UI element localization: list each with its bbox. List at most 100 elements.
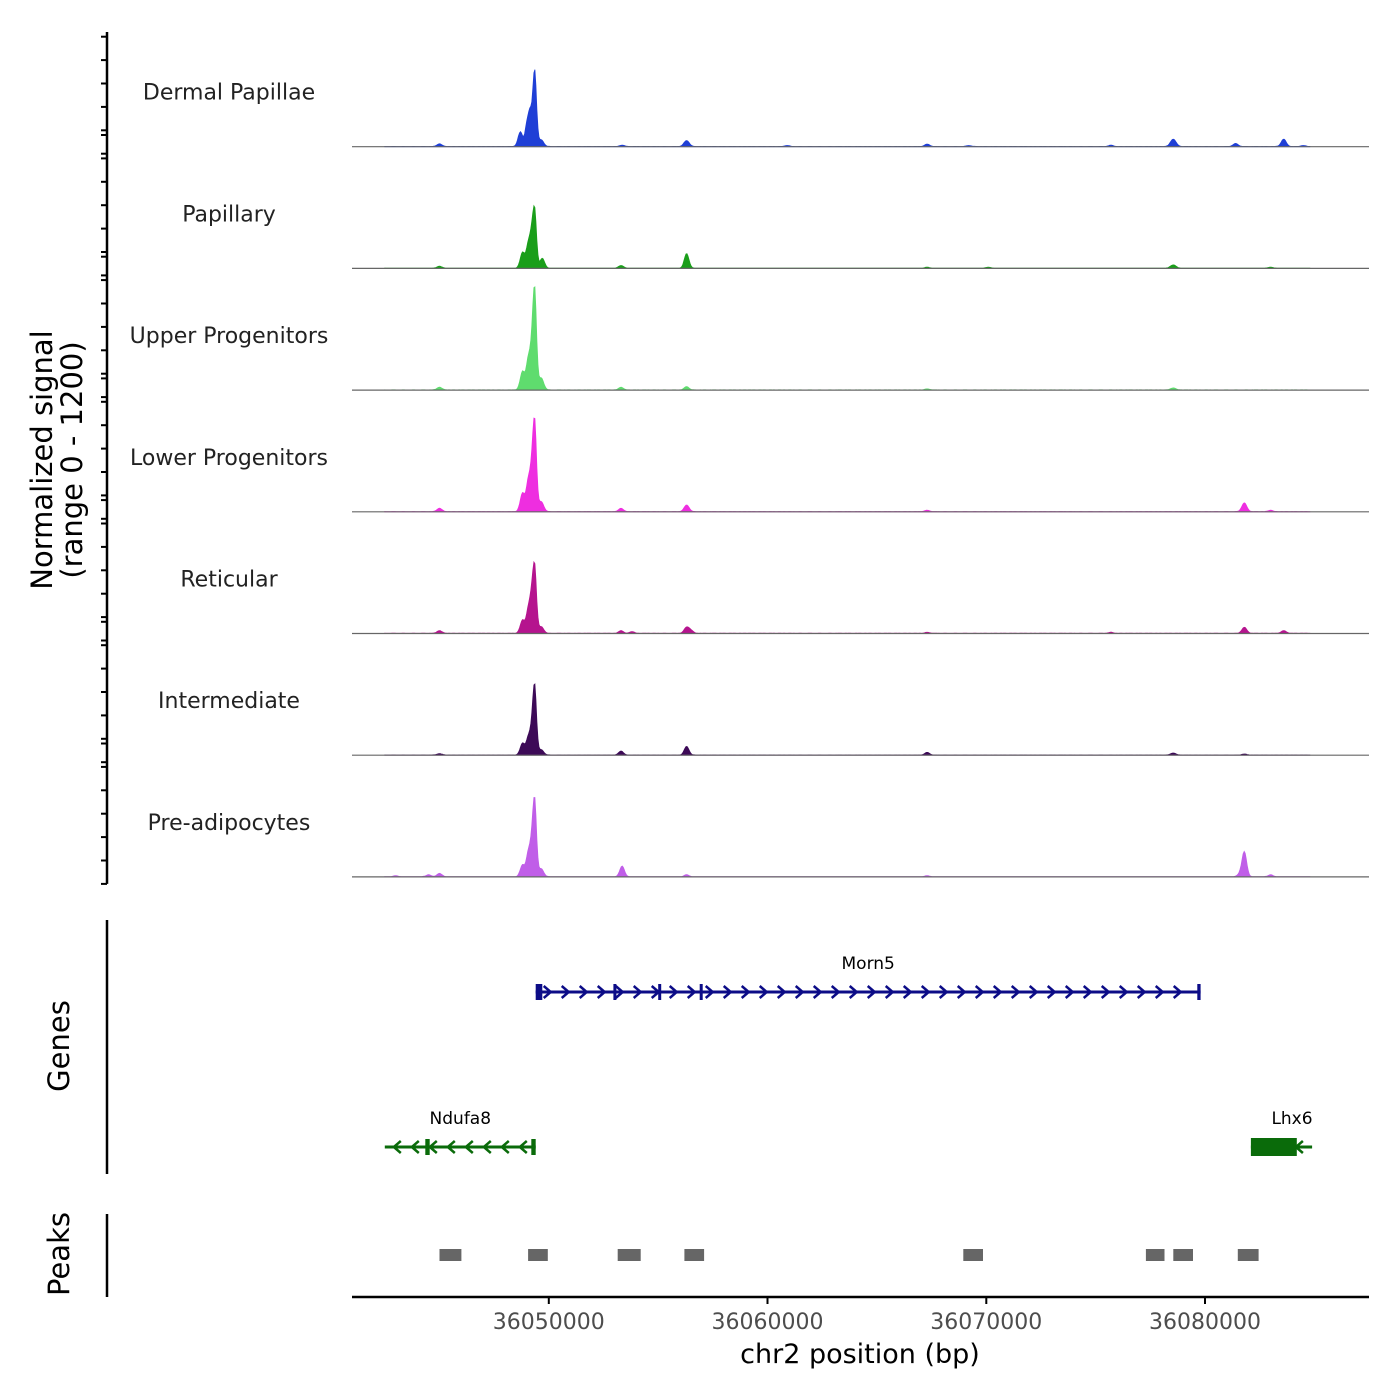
strand-arrow xyxy=(758,985,769,999)
strand-arrow xyxy=(1154,985,1165,999)
strand-arrow xyxy=(992,985,1003,999)
strand-arrow xyxy=(1010,985,1021,999)
strand-arrow xyxy=(866,985,877,999)
peak-region xyxy=(528,1249,548,1261)
strand-arrow xyxy=(560,985,571,999)
track-pre-adipocytes: Pre-adipocytes xyxy=(148,797,1369,878)
coverage-area xyxy=(384,69,1311,148)
x-tick-label: 36070000 xyxy=(930,1310,1042,1335)
gene-label: Morn5 xyxy=(842,954,895,974)
strand-arrow xyxy=(1064,985,1075,999)
gene-exon xyxy=(531,1139,536,1155)
track-label: Reticular xyxy=(180,568,278,593)
signal-tracks: Dermal Papillae Papillary Upper Progenitor… xyxy=(130,69,1369,878)
strand-arrow xyxy=(463,1140,474,1154)
coverage-area xyxy=(384,204,1311,269)
gene-exon xyxy=(1197,984,1201,1000)
track-reticular: Reticular xyxy=(180,560,1369,635)
coverage-area xyxy=(384,417,1311,513)
strand-arrow xyxy=(1172,985,1183,999)
gene-exon xyxy=(535,984,543,1000)
x-axis: 36050000 36060000 36070000 36080000 xyxy=(352,1295,1369,1335)
strand-arrow xyxy=(740,985,751,999)
strand-arrow xyxy=(974,985,985,999)
strand-arrow xyxy=(1136,985,1147,999)
coverage-area xyxy=(384,797,1311,878)
strand-arrow xyxy=(812,985,823,999)
strand-arrow xyxy=(481,1140,492,1154)
coverage-area xyxy=(384,286,1311,391)
gene-morn5: Morn5 xyxy=(535,954,1201,1000)
coverage-area xyxy=(384,683,1311,756)
genes-panel-label: Genes xyxy=(42,1000,76,1092)
y-axis-label: Normalized signal xyxy=(25,330,59,589)
x-tick-label: 36080000 xyxy=(1149,1310,1261,1335)
track-label: Upper Progenitors xyxy=(130,324,329,349)
x-tick-label: 36060000 xyxy=(712,1310,824,1335)
strand-arrow xyxy=(794,985,805,999)
track-label: Papillary xyxy=(182,202,276,227)
strand-arrow xyxy=(956,985,967,999)
track-intermediate: Intermediate xyxy=(158,683,1369,756)
strand-arrow xyxy=(722,985,733,999)
gene-track: Morn5 Ndufa8 Lhx6 xyxy=(384,954,1313,1156)
strand-arrow xyxy=(902,985,913,999)
y-axis-title: Normalized signal (range 0 - 1200) xyxy=(25,330,89,589)
strand-arrow xyxy=(704,985,715,999)
coverage-area xyxy=(384,560,1311,634)
gene-label: Ndufa8 xyxy=(430,1109,492,1129)
strand-arrow xyxy=(632,985,643,999)
peak-region xyxy=(1237,1249,1259,1261)
gene-exon xyxy=(658,984,662,1000)
gene-lhx6: Lhx6 xyxy=(1250,1109,1313,1156)
strand-arrow xyxy=(938,985,949,999)
track-label: Lower Progenitors xyxy=(130,446,328,471)
strand-arrow xyxy=(848,985,859,999)
track-dermal-papillae: Dermal Papillae xyxy=(143,69,1369,148)
track-upper-progenitors: Upper Progenitors xyxy=(130,286,1369,391)
strand-arrow xyxy=(1118,985,1129,999)
strand-arrow xyxy=(776,985,787,999)
strand-arrow xyxy=(1028,985,1039,999)
peak-region xyxy=(1145,1249,1165,1261)
peak-region xyxy=(617,1249,641,1261)
track-lower-progenitors: Lower Progenitors xyxy=(130,417,1369,513)
track-label: Dermal Papillae xyxy=(143,81,315,106)
signal-y-axis xyxy=(101,32,109,885)
strand-arrow xyxy=(1100,985,1111,999)
strand-arrow xyxy=(884,985,895,999)
gene-exon xyxy=(613,984,617,1000)
strand-arrow xyxy=(614,985,625,999)
strand-arrow xyxy=(920,985,931,999)
strand-arrow xyxy=(596,985,607,999)
strand-arrow xyxy=(517,1140,528,1154)
peaks-panel-label: Peaks xyxy=(42,1212,76,1296)
gene-exon xyxy=(699,984,703,1000)
gene-exon xyxy=(425,1139,430,1155)
peak-region xyxy=(963,1249,983,1261)
x-tick-label: 36050000 xyxy=(493,1310,605,1335)
strand-arrow xyxy=(1082,985,1093,999)
strand-arrow xyxy=(391,1140,402,1154)
track-label: Intermediate xyxy=(158,689,300,714)
strand-arrow xyxy=(578,985,589,999)
peak-track xyxy=(439,1249,1259,1261)
track-papillary: Papillary xyxy=(182,202,1369,269)
strand-arrow xyxy=(409,1140,420,1154)
peak-region xyxy=(439,1249,462,1261)
strand-arrow xyxy=(542,985,553,999)
track-label: Pre-adipocytes xyxy=(148,811,311,836)
strand-arrow xyxy=(499,1140,510,1154)
strand-arrow xyxy=(830,985,841,999)
x-axis-title: chr2 position (bp) xyxy=(740,1339,980,1370)
gene-label: Lhx6 xyxy=(1271,1109,1312,1129)
peak-region xyxy=(684,1249,705,1261)
gene-exon xyxy=(1250,1138,1297,1156)
y-axis-sublabel: (range 0 - 1200) xyxy=(55,341,89,578)
strand-arrow xyxy=(686,985,697,999)
peak-region xyxy=(1173,1249,1193,1261)
gene-ndufa8: Ndufa8 xyxy=(384,1109,536,1155)
strand-arrow xyxy=(445,1140,456,1154)
strand-arrow xyxy=(427,1140,438,1154)
